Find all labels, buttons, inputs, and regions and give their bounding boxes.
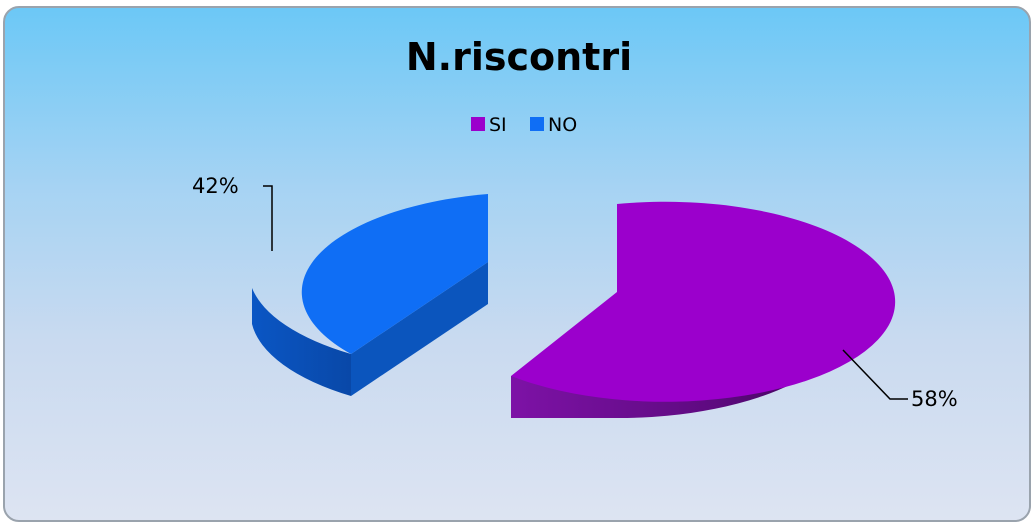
chart-title: N.riscontri <box>406 35 632 79</box>
chart-frame: N.riscontri SI NO 42 <box>3 6 1031 522</box>
legend: SI NO <box>471 114 577 136</box>
pie-slice-no <box>252 194 488 396</box>
pie-chart: N.riscontri SI NO 42 <box>192 35 958 419</box>
pie-slice-no-side <box>351 262 488 396</box>
legend-label-no: NO <box>548 114 577 136</box>
pie-slices <box>252 194 896 419</box>
pie-slice-no-top <box>301 194 488 354</box>
leader-line-no <box>263 185 273 251</box>
pie-slice-si-top <box>511 201 896 402</box>
legend-swatch-si <box>471 117 485 131</box>
data-label-no: 42% <box>192 174 239 198</box>
legend-swatch-no <box>530 117 544 131</box>
leader-line-si <box>842 349 908 400</box>
pie-slice-si <box>511 201 896 419</box>
data-label-si: 58% <box>911 387 958 411</box>
pie-slice-no-rim <box>252 288 351 396</box>
legend-label-si: SI <box>489 114 507 136</box>
